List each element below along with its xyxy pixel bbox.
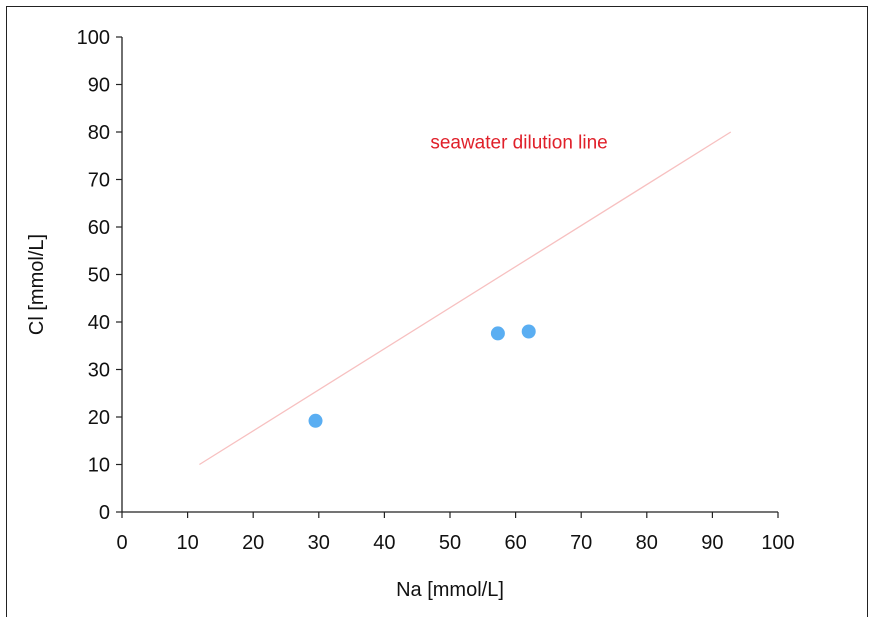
annotations: seawater dilution line bbox=[430, 133, 607, 154]
data-point bbox=[521, 324, 536, 339]
axes bbox=[121, 37, 778, 513]
annotation-label: seawater dilution line bbox=[430, 133, 607, 154]
seawater-dilution-line bbox=[199, 131, 732, 466]
y-tick-label: 10 bbox=[88, 455, 110, 477]
x-tick-label: 70 bbox=[570, 532, 592, 554]
y-tick-label: 20 bbox=[88, 407, 110, 429]
data-points bbox=[308, 324, 536, 428]
x-tick-label: 80 bbox=[636, 532, 658, 554]
x-axis-label: Na [mmol/L] bbox=[396, 579, 504, 601]
x-tick-label: 20 bbox=[242, 532, 264, 554]
x-tick-label: 100 bbox=[761, 532, 794, 554]
data-point bbox=[490, 326, 505, 341]
y-tick-label: 50 bbox=[88, 265, 110, 287]
reference-lines bbox=[199, 131, 732, 466]
x-tick-label: 90 bbox=[701, 532, 723, 554]
data-point bbox=[308, 413, 323, 428]
chart-frame bbox=[6, 6, 868, 617]
y-tick-label: 100 bbox=[77, 27, 110, 49]
y-axis-label: Cl [mmol/L] bbox=[26, 234, 48, 335]
x-tick-label: 40 bbox=[373, 532, 395, 554]
y-tick-label: 40 bbox=[88, 312, 110, 334]
y-ticks: 0 10 20 30 40 50 60 70 80 90 100 bbox=[77, 27, 122, 524]
y-tick-label: 60 bbox=[88, 217, 110, 239]
x-tick-label: 30 bbox=[308, 532, 330, 554]
x-tick-label: 10 bbox=[176, 532, 198, 554]
x-tick-label: 50 bbox=[439, 532, 461, 554]
x-ticks: 0 10 20 30 40 50 60 70 80 90 100 bbox=[116, 512, 795, 554]
x-tick-label: 0 bbox=[116, 532, 127, 554]
x-tick-label: 60 bbox=[504, 532, 526, 554]
y-tick-label: 90 bbox=[88, 75, 110, 97]
y-tick-label: 30 bbox=[88, 360, 110, 382]
y-tick-label: 70 bbox=[88, 170, 110, 192]
y-tick-label: 80 bbox=[88, 122, 110, 144]
y-tick-label: 0 bbox=[99, 502, 110, 524]
